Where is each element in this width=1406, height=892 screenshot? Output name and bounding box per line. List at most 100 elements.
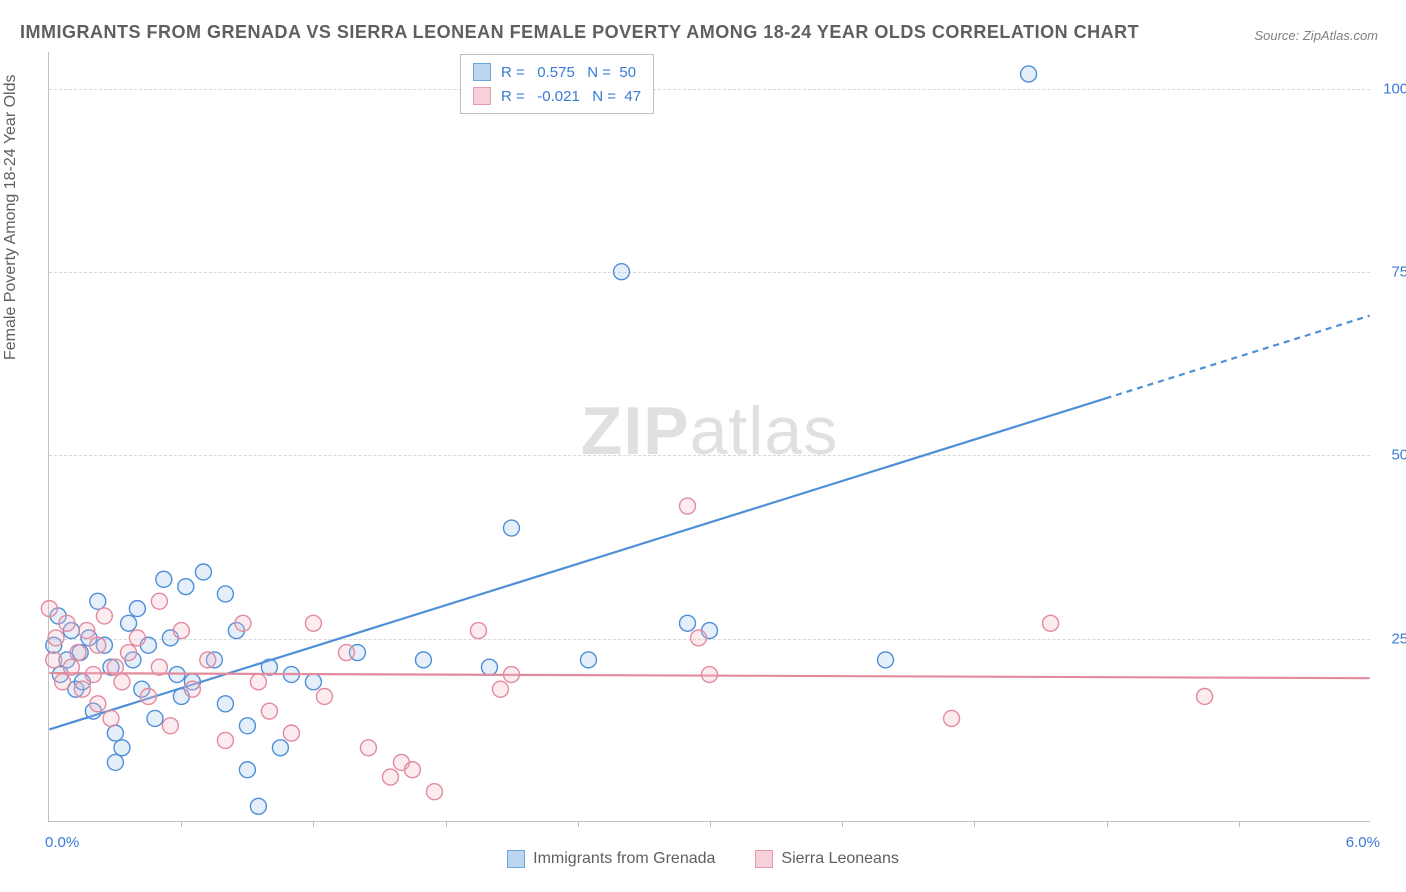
y-tick-label: 100.0% (1378, 80, 1406, 97)
data-point (305, 615, 321, 631)
legend-label: Sierra Leoneans (781, 850, 898, 868)
data-point (46, 652, 62, 668)
data-point (41, 601, 57, 617)
data-point (1021, 66, 1037, 82)
data-point (103, 710, 119, 726)
data-point (415, 652, 431, 668)
x-tick-mark (313, 821, 314, 827)
data-point (217, 696, 233, 712)
y-tick-label: 50.0% (1378, 447, 1406, 464)
data-point (680, 498, 696, 514)
data-point (239, 718, 255, 734)
data-point (503, 667, 519, 683)
x-tick-mark (1239, 821, 1240, 827)
data-point (162, 718, 178, 734)
data-point (59, 615, 75, 631)
data-point (316, 689, 332, 705)
data-point (173, 623, 189, 639)
series-legend: Immigrants from Grenada Sierra Leoneans (0, 850, 1406, 868)
x-tick-mark (446, 821, 447, 827)
correlation-legend-row: R = -0.021 N = 47 (473, 84, 641, 108)
legend-item: Immigrants from Grenada (507, 850, 715, 868)
data-point (114, 674, 130, 690)
trendline (49, 398, 1105, 729)
data-point (492, 681, 508, 697)
legend-swatch (507, 850, 525, 868)
data-point (90, 696, 106, 712)
y-tick-label: 25.0% (1378, 630, 1406, 647)
data-point (129, 601, 145, 617)
data-point (195, 564, 211, 580)
data-point (85, 667, 101, 683)
data-point (382, 769, 398, 785)
x-tick-mark (181, 821, 182, 827)
x-tick-mark (578, 821, 579, 827)
data-point (261, 703, 277, 719)
data-point (878, 652, 894, 668)
legend-swatch (755, 850, 773, 868)
chart-title: IMMIGRANTS FROM GRENADA VS SIERRA LEONEA… (20, 22, 1139, 43)
data-point (74, 681, 90, 697)
data-point (272, 740, 288, 756)
y-tick-label: 75.0% (1378, 264, 1406, 281)
data-point (55, 674, 71, 690)
data-point (702, 667, 718, 683)
data-point (235, 615, 251, 631)
data-point (470, 623, 486, 639)
x-tick-mark (842, 821, 843, 827)
data-point (90, 593, 106, 609)
x-axis-min-label: 0.0% (45, 834, 79, 851)
data-point (217, 732, 233, 748)
legend-swatch (473, 87, 491, 105)
data-point (426, 784, 442, 800)
data-point (613, 264, 629, 280)
legend-swatch (473, 63, 491, 81)
data-point (79, 623, 95, 639)
x-tick-mark (1107, 821, 1108, 827)
data-point (90, 637, 106, 653)
y-axis-label: Female Poverty Among 18-24 Year Olds (2, 75, 20, 361)
data-point (944, 710, 960, 726)
correlation-legend: R = 0.575 N = 50 R = -0.021 N = 47 (460, 54, 654, 114)
data-point (250, 798, 266, 814)
data-point (1043, 615, 1059, 631)
data-point (680, 615, 696, 631)
legend-label: Immigrants from Grenada (533, 850, 715, 868)
scatter-svg (49, 52, 1370, 821)
data-point (151, 659, 167, 675)
data-point (503, 520, 519, 536)
data-point (360, 740, 376, 756)
data-point (151, 593, 167, 609)
data-point (96, 608, 112, 624)
data-point (178, 579, 194, 595)
data-point (184, 681, 200, 697)
data-point (48, 630, 64, 646)
correlation-stats: R = 0.575 N = 50 (501, 64, 636, 81)
data-point (691, 630, 707, 646)
data-point (200, 652, 216, 668)
data-point (140, 689, 156, 705)
data-point (261, 659, 277, 675)
data-point (156, 571, 172, 587)
chart-plot-area: ZIPatlas 0.0% 6.0% 25.0%50.0%75.0%100.0% (48, 52, 1370, 822)
data-point (129, 630, 145, 646)
data-point (1197, 689, 1213, 705)
data-point (283, 725, 299, 741)
source-attribution: Source: ZipAtlas.com (1254, 28, 1378, 43)
x-tick-mark (974, 821, 975, 827)
data-point (107, 659, 123, 675)
legend-item: Sierra Leoneans (755, 850, 898, 868)
trendline-extrapolated (1106, 316, 1370, 399)
x-tick-mark (710, 821, 711, 827)
data-point (580, 652, 596, 668)
data-point (107, 754, 123, 770)
data-point (147, 710, 163, 726)
data-point (404, 762, 420, 778)
data-point (305, 674, 321, 690)
data-point (481, 659, 497, 675)
data-point (121, 615, 137, 631)
data-point (70, 645, 86, 661)
x-axis-max-label: 6.0% (1346, 834, 1380, 851)
data-point (63, 659, 79, 675)
data-point (107, 725, 123, 741)
